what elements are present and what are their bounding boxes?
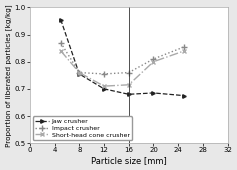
Jaw crusher <box>103 88 105 90</box>
Short-head cone crusher <box>183 50 186 52</box>
Impact crusher <box>183 46 186 48</box>
Jaw crusher <box>127 93 130 95</box>
Short-head cone crusher <box>59 50 62 52</box>
Impact crusher <box>127 72 130 74</box>
Impact crusher <box>103 73 105 75</box>
Short-head cone crusher <box>152 61 155 63</box>
Y-axis label: Proportion of liberated particles [kg/kg]: Proportion of liberated particles [kg/kg… <box>5 4 12 147</box>
Impact crusher <box>152 58 155 60</box>
Jaw crusher <box>152 92 155 94</box>
Jaw crusher <box>78 73 81 75</box>
Short-head cone crusher <box>103 85 105 87</box>
Short-head cone crusher <box>127 84 130 86</box>
Jaw crusher <box>59 19 62 21</box>
Impact crusher <box>59 42 62 44</box>
Jaw crusher <box>183 95 186 97</box>
Line: Jaw crusher: Jaw crusher <box>59 18 186 97</box>
Legend: Jaw crusher, Impact crusher, Short-head cone crusher: Jaw crusher, Impact crusher, Short-head … <box>33 116 132 140</box>
Short-head cone crusher <box>78 72 81 74</box>
X-axis label: Particle size [mm]: Particle size [mm] <box>91 156 167 165</box>
Impact crusher <box>78 72 81 74</box>
Line: Impact crusher: Impact crusher <box>58 40 187 77</box>
Line: Short-head cone crusher: Short-head cone crusher <box>59 49 187 88</box>
